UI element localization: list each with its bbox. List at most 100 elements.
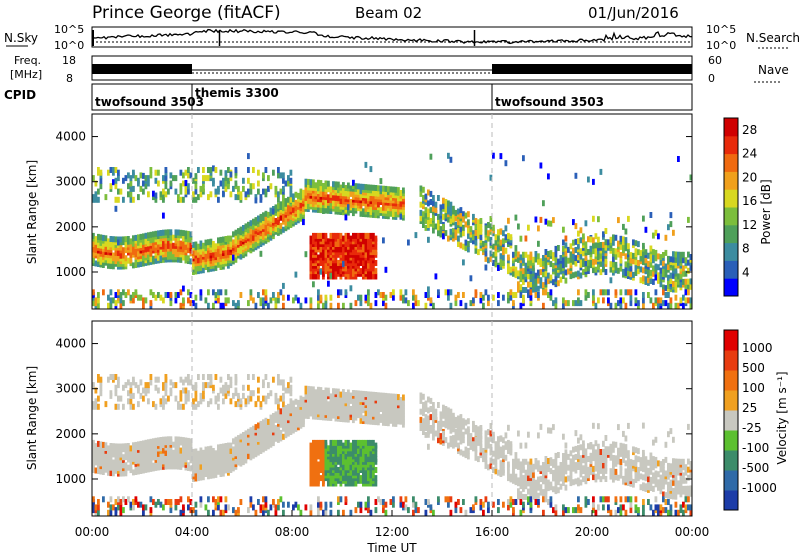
heatmap-cell (109, 263, 113, 270)
heatmap-cell (189, 465, 193, 472)
heatmap-cell (139, 501, 143, 508)
heatmap-cell (364, 232, 368, 239)
heatmap-cell (237, 454, 240, 461)
heatmap-cell (347, 475, 350, 482)
heatmap-cell (554, 302, 558, 309)
heatmap-cell (349, 450, 353, 457)
heatmap-cell (159, 191, 163, 198)
heatmap-cell (564, 242, 568, 249)
heatmap-cell (619, 252, 623, 258)
heatmap-cell (622, 223, 625, 230)
heatmap-cell (354, 232, 358, 239)
heatmap-cell (364, 439, 368, 446)
heatmap-cell (537, 258, 540, 265)
heatmap-cell (222, 390, 225, 397)
heatmap-cell (319, 185, 323, 192)
heatmap-cell (649, 212, 653, 218)
heatmap-cell (252, 390, 255, 397)
heatmap-cell (119, 509, 123, 516)
heatmap-cell (214, 374, 218, 380)
heatmap-cell (187, 289, 190, 296)
heatmap-cell (324, 439, 328, 446)
heatmap-cell (289, 196, 293, 203)
heatmap-cell (277, 196, 280, 203)
heatmap-cell (617, 251, 620, 258)
heatmap-cell (177, 499, 180, 505)
heatmap-cell (117, 196, 120, 203)
beam-label: Beam 02 (355, 4, 422, 22)
heatmap-cell (312, 273, 315, 280)
heatmap-cell (254, 448, 258, 455)
heatmap-cell (372, 439, 375, 446)
heatmap-cell (144, 390, 148, 397)
heatmap-cell (199, 185, 203, 192)
heatmap-cell (454, 228, 458, 235)
heatmap-cell (324, 243, 328, 250)
heatmap-cell (329, 409, 333, 416)
heatmap-cell (369, 391, 373, 398)
heatmap-cell (239, 460, 243, 467)
heatmap-cell (669, 221, 673, 228)
heatmap-cell (319, 387, 323, 394)
heatmap-cell (527, 289, 530, 296)
heatmap-cell (382, 185, 385, 192)
heatmap-cell (519, 270, 523, 277)
heatmap-cell (124, 255, 128, 262)
heatmap-cell (654, 297, 658, 304)
heatmap-cell (357, 390, 360, 397)
heatmap-cell (224, 289, 228, 296)
heatmap-cell (432, 434, 435, 441)
heatmap-cell (577, 230, 580, 237)
heatmap-cell (319, 251, 323, 258)
heatmap-cell (147, 254, 150, 260)
heatmap-cell (179, 395, 183, 402)
heatmap-cell (119, 302, 123, 309)
heatmap-cell (342, 235, 345, 242)
heatmap-cell (617, 267, 620, 274)
heatmap-cell (419, 185, 423, 192)
heatmap-cell (344, 185, 348, 191)
heatmap-cell (379, 207, 383, 214)
heatmap-cell (129, 445, 133, 452)
heatmap-cell (572, 253, 575, 260)
heatmap-cell (97, 374, 100, 380)
heatmap-cell (554, 275, 558, 282)
heatmap-cell (532, 256, 535, 263)
heatmap-cell (479, 234, 483, 241)
heatmap-cell (137, 250, 140, 257)
heatmap-cell (492, 243, 495, 250)
heatmap-cell (312, 439, 315, 446)
heatmap-cell (139, 242, 143, 248)
heatmap-cell (547, 173, 550, 180)
heatmap-cell (484, 225, 488, 232)
heatmap-cell (397, 394, 400, 401)
heatmap-cell (149, 289, 153, 296)
heatmap-cell (277, 499, 280, 505)
heatmap-cell (492, 294, 495, 301)
heatmap-cell (367, 300, 370, 307)
heatmap-cell (294, 205, 298, 212)
heatmap-cell (252, 374, 255, 380)
heatmap-cell (372, 391, 375, 398)
heatmap-cell (162, 188, 165, 195)
heatmap-cell (327, 205, 330, 212)
heatmap-cell (297, 416, 300, 423)
heatmap-cell (682, 302, 685, 309)
heatmap-cell (579, 300, 583, 307)
heatmap-cell (497, 229, 500, 236)
heatmap-cell (112, 297, 115, 304)
heatmap-cell (519, 302, 523, 309)
heatmap-cell (407, 507, 410, 514)
heatmap-cell (402, 187, 405, 194)
heatmap-cell (122, 403, 125, 410)
heatmap-cell (204, 239, 208, 246)
heatmap-cell (287, 180, 290, 187)
heatmap-cell (342, 458, 345, 465)
heatmap-cell (364, 251, 368, 258)
heatmap-cell (194, 448, 198, 455)
heatmap-cell (244, 223, 248, 230)
heatmap-cell (97, 504, 100, 511)
heatmap-cell (197, 401, 200, 408)
heatmap-cell (164, 191, 168, 198)
